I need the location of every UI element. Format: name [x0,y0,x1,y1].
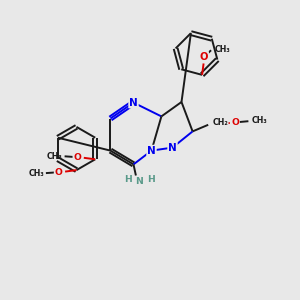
Text: N: N [147,146,156,156]
Text: CH₃: CH₃ [215,45,230,54]
Text: N: N [135,177,143,186]
Text: N: N [129,98,138,108]
Text: H: H [124,176,132,184]
Text: O: O [55,168,62,177]
Text: H: H [147,176,155,184]
Text: CH₃: CH₃ [251,116,267,125]
Text: O: O [231,118,239,127]
Text: O: O [73,153,81,162]
Text: CH₃: CH₃ [47,152,63,161]
Text: CH₂: CH₂ [212,118,228,127]
Text: O: O [200,52,208,62]
Text: CH₃: CH₃ [28,169,44,178]
Text: N: N [168,142,177,153]
